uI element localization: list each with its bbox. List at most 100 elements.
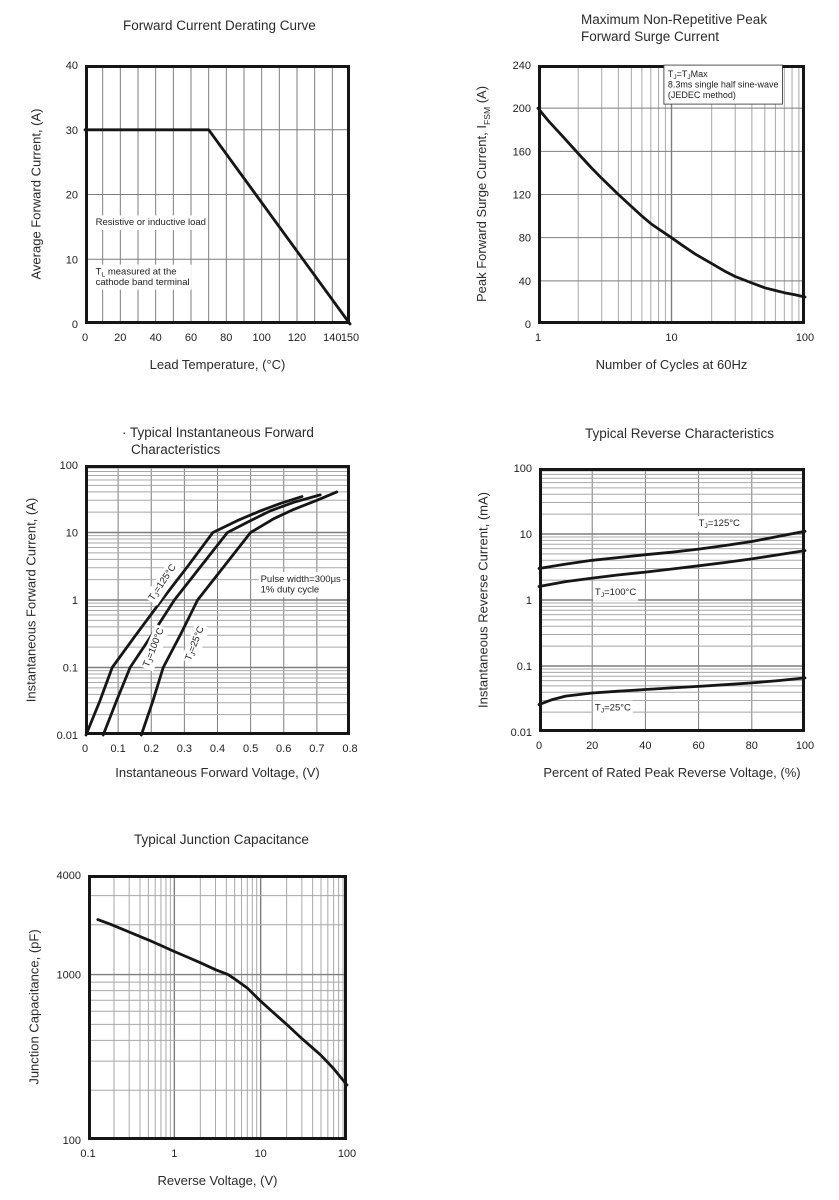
svg-text:0.4: 0.4 [210, 743, 225, 755]
svg-text:40: 40 [150, 332, 162, 344]
svg-text:40: 40 [639, 740, 651, 752]
series-tj-100c [537, 549, 807, 588]
svg-text:120: 120 [288, 332, 306, 344]
grid [539, 468, 805, 732]
svg-text:TJ=25°C: TJ=25°C [183, 625, 208, 663]
chart-title: Maximum Non-Repetitive Peak Forward Surge… [581, 12, 768, 44]
svg-text:4000: 4000 [57, 870, 81, 882]
svg-text:0: 0 [525, 319, 531, 331]
plot-border [85, 65, 350, 324]
y-axis-label: Instantaneous Reverse Current, (mA) [475, 491, 491, 709]
svg-text:TJ=125°C: TJ=125°C [699, 518, 740, 530]
svg-text:240: 240 [513, 60, 531, 72]
svg-text:10: 10 [520, 529, 532, 541]
svg-text:0.01: 0.01 [511, 727, 532, 739]
svg-text:0.1: 0.1 [63, 663, 78, 675]
x-axis-label: Number of Cycles at 60Hz [595, 357, 748, 372]
junction-capacitance-plot: 0.1 1 10 100 100 1000 4000 [57, 870, 357, 1160]
svg-text:0: 0 [82, 743, 88, 755]
annotation: TJ=100°C [593, 585, 639, 601]
svg-text:10: 10 [66, 254, 78, 266]
svg-text:0.2: 0.2 [144, 743, 159, 755]
svg-text:0.1: 0.1 [80, 1148, 95, 1160]
svg-text:20: 20 [114, 332, 126, 344]
svg-text:TJ=25°C: TJ=25°C [595, 702, 631, 714]
series-tj-100c [101, 493, 322, 737]
forward-characteristics-plot: 0 0.1 0.2 0.3 0.4 0.5 0.6 0.7 0.8 0.01 0.1 1 10 100 TJ… [57, 460, 358, 755]
tick-labels: 1 10 100 0 40 80 120 160 200 240 [513, 60, 815, 344]
chart-title: Typical Junction Capacitance [134, 832, 309, 847]
svg-text:100: 100 [253, 332, 271, 344]
annotation: TL measured at the cathode band terminal [93, 264, 192, 290]
svg-text:60: 60 [692, 740, 704, 752]
svg-text:10: 10 [255, 1148, 267, 1160]
svg-text:0.1: 0.1 [517, 661, 532, 673]
svg-text:100: 100 [338, 1148, 356, 1160]
svg-text:TJ=100°C: TJ=100°C [595, 587, 636, 599]
svg-text:0.5: 0.5 [243, 743, 258, 755]
svg-text:20: 20 [586, 740, 598, 752]
svg-text:100: 100 [63, 1135, 81, 1147]
svg-text:100: 100 [796, 740, 814, 752]
svg-text:140: 140 [323, 332, 341, 344]
series-junction-capacitance [96, 918, 349, 1087]
x-axis-label: Lead Temperature, (°C) [149, 357, 286, 372]
svg-text:1000: 1000 [57, 970, 81, 982]
svg-text:80: 80 [220, 332, 232, 344]
svg-text:100: 100 [796, 332, 814, 344]
svg-text:1: 1 [526, 595, 532, 607]
annotation: TJ=25°C [180, 622, 211, 665]
series-tj-125c [84, 495, 304, 737]
tick-labels: 0 0.1 0.2 0.3 0.4 0.5 0.6 0.7 0.8 0.01 0.1 1 10 100 [57, 460, 358, 755]
series-peak-surge-current [536, 106, 807, 299]
svg-text:0: 0 [536, 740, 542, 752]
x-axis-label: Percent of Rated Peak Reverse Voltage, (… [543, 765, 801, 780]
annotation: TJ=TJMax 8.3ms single half sine-wave (JEDE… [663, 64, 783, 105]
svg-text:60: 60 [185, 332, 197, 344]
svg-text:0.3: 0.3 [177, 743, 192, 755]
svg-text:10: 10 [665, 332, 677, 344]
svg-text:1: 1 [535, 332, 541, 344]
tick-labels: 0 20 40 60 80 100 0.01 0.1 1 10 100 [511, 463, 815, 752]
series-tj-25c [537, 676, 807, 706]
svg-text:160: 160 [513, 146, 531, 158]
derating-plot: 0 20 40 60 80 100 120 140 150 0 10 20 30 40 Resistive … [66, 60, 359, 344]
x-axis-label: Reverse Voltage, (V) [157, 1173, 278, 1188]
annotation: Pulse width=300μs 1% duty cycle [258, 572, 343, 598]
svg-text:80: 80 [519, 233, 531, 245]
plot-border [85, 465, 350, 735]
plot-border [539, 468, 805, 732]
svg-text:40: 40 [66, 60, 78, 72]
reverse-characteristics-plot: 0 20 40 60 80 100 0.01 0.1 1 10 100 TJ=125°C TJ=100°… [511, 463, 815, 752]
svg-text:0.6: 0.6 [276, 743, 291, 755]
svg-text:40: 40 [519, 276, 531, 288]
chart-title: Forward Current Derating Curve [123, 18, 316, 33]
svg-text:0.1: 0.1 [110, 743, 125, 755]
svg-text:20: 20 [66, 190, 78, 202]
annotation: TJ=25°C [593, 700, 633, 717]
grid [88, 875, 347, 1140]
plot-border [88, 875, 347, 1140]
svg-text:80: 80 [746, 740, 758, 752]
annotation: TJ=125°C [696, 516, 742, 532]
annotation: Resistive or inductive load [93, 215, 208, 230]
svg-text:100: 100 [514, 463, 532, 475]
svg-text:1: 1 [171, 1148, 177, 1160]
svg-text:10: 10 [66, 528, 78, 540]
series-tj-25c [139, 490, 339, 737]
svg-text:200: 200 [513, 103, 531, 115]
svg-text:0.01: 0.01 [57, 730, 78, 742]
svg-text:100: 100 [60, 460, 78, 472]
svg-text:120: 120 [513, 190, 531, 202]
svg-text:0.8: 0.8 [342, 743, 357, 755]
svg-text:0: 0 [82, 332, 88, 344]
svg-text:0: 0 [72, 319, 78, 331]
chart-title: · Typical Instantaneous Forward Character… [122, 425, 314, 457]
svg-text:Resistive or inductive load: Resistive or inductive load [96, 217, 206, 228]
tick-labels: 0.1 1 10 100 100 1000 4000 [57, 870, 357, 1160]
svg-text:1: 1 [72, 595, 78, 607]
chart-title: Typical Reverse Characteristics [585, 426, 775, 441]
